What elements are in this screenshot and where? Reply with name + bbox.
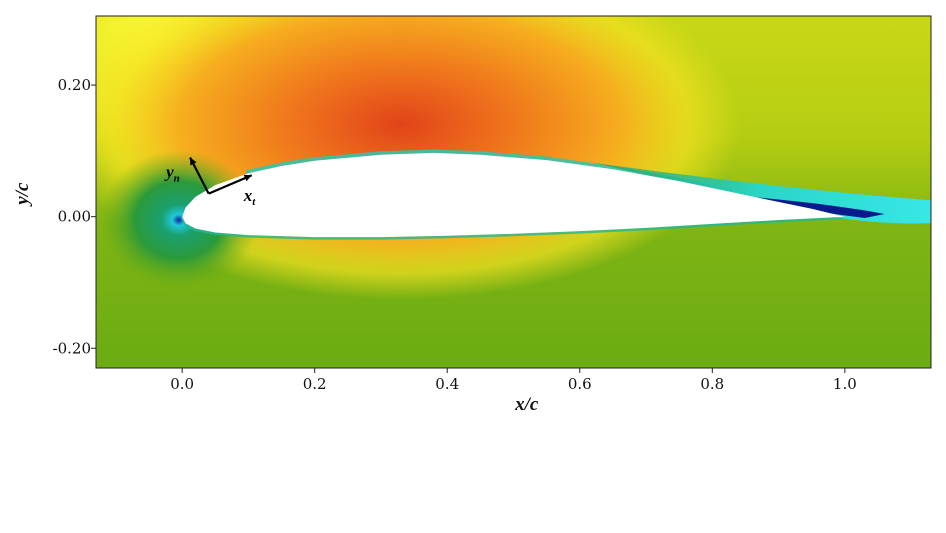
xt-arrow [208, 174, 253, 195]
xt-label-main: x [243, 186, 253, 205]
yn-label-main: y [164, 162, 174, 181]
x-tick-label: 0.8 [700, 375, 724, 393]
x-tick-label: 0.2 [303, 375, 327, 393]
x-tick-label: 0.4 [435, 375, 459, 393]
wake-core [752, 196, 885, 218]
y-tick-label: -0.20 [53, 339, 91, 357]
y-axis-ticks: 0.20 0.00 -0.20 [53, 76, 96, 357]
plot-frame [95, 15, 932, 369]
x-tick-label: 0.6 [568, 375, 592, 393]
yn-arrow-head-icon [190, 157, 197, 166]
lower-boundary-layer [180, 216, 845, 240]
x-tick-label: 0.0 [170, 375, 194, 393]
x-tick-label: 1.0 [833, 375, 857, 393]
xt-label: xt [243, 186, 257, 208]
y-tick-label: 0.20 [58, 76, 91, 94]
x-axis-ticks: 0.0 0.2 0.4 0.6 0.8 1.0 [170, 368, 857, 393]
yn-label-sub: n [174, 172, 180, 184]
yn-label: yn [164, 162, 180, 184]
xt-label-sub: t [252, 196, 256, 208]
y-tick-label: 0.00 [58, 208, 91, 226]
local-coordinate-system: yn xt [164, 156, 257, 208]
x-axis-title: x/c [514, 394, 539, 415]
y-axis-title: y/c [12, 182, 33, 207]
airfoil-shape [182, 152, 845, 238]
plot-area [96, 16, 931, 368]
xt-arrow-head-icon [243, 174, 252, 182]
